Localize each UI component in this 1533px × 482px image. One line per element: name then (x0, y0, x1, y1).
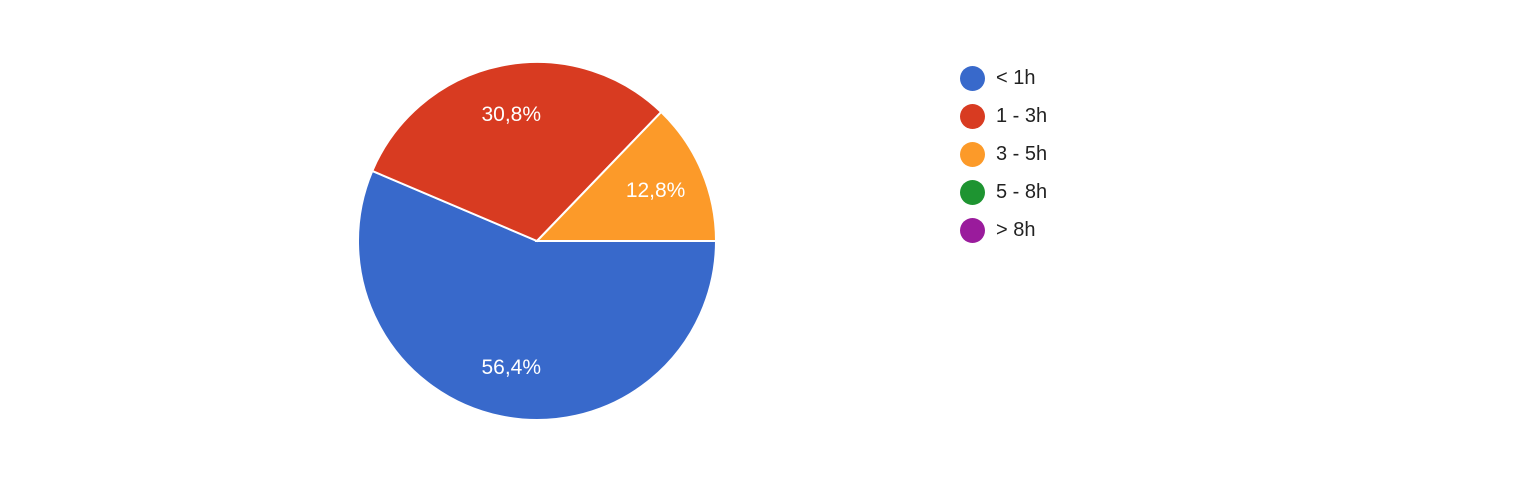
legend-item: 3 - 5h (960, 135, 1047, 173)
legend-swatch (960, 217, 985, 243)
legend-swatch (960, 179, 985, 205)
legend: < 1h 1 - 3h 3 - 5h 5 - 8h > 8h (960, 59, 1047, 249)
legend-label: 1 - 3h (996, 104, 1048, 127)
legend-item: < 1h (960, 59, 1047, 97)
slice-value-label-2: 30,8% (481, 103, 541, 126)
slice-value-label-3: 12,8% (626, 179, 686, 202)
legend-swatch (960, 103, 985, 129)
legend-item: 1 - 3h (960, 97, 1047, 135)
slice-value-label-1: 56,4% (481, 356, 541, 379)
legend-swatch (960, 65, 985, 91)
pie-slice-3 (534, 110, 718, 242)
legend-item: > 8h (960, 211, 1047, 249)
legend-label: < 1h (996, 66, 1036, 89)
legend-label: 5 - 8h (996, 180, 1048, 203)
pie-slice-2 (370, 61, 663, 243)
legend-label: > 8h (996, 218, 1036, 241)
pie-slice-1 (357, 169, 718, 421)
legend-swatch (960, 141, 985, 167)
legend-label: 3 - 5h (996, 142, 1048, 165)
legend-item: 5 - 8h (960, 173, 1047, 211)
